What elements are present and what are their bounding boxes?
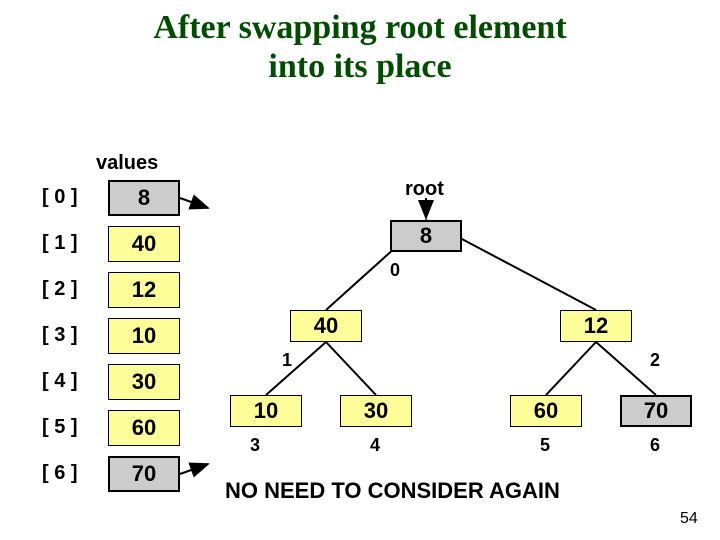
array-index: [ 5 ]	[42, 416, 78, 439]
tree-node: 10	[230, 395, 302, 427]
bottom-note: NO NEED TO CONSIDER AGAIN	[225, 478, 560, 504]
tree-node: 8	[390, 220, 462, 252]
tree-node: 30	[340, 395, 412, 427]
array-index: [ 1 ]	[42, 232, 78, 255]
slide-title: After swapping root element into its pla…	[0, 8, 720, 86]
tree-node: 70	[620, 395, 692, 427]
title-line-2: into its place	[268, 48, 451, 85]
array-index: [ 3 ]	[42, 324, 78, 347]
array-cell: 10	[108, 318, 180, 354]
array-cell: 40	[108, 226, 180, 262]
values-label: values	[96, 152, 158, 175]
slide-number: 54	[680, 510, 698, 528]
array-index: [ 2 ]	[42, 278, 78, 301]
tree-node-index: 4	[370, 435, 380, 456]
array-index: [ 4 ]	[42, 370, 78, 393]
tree-node: 40	[290, 310, 362, 342]
array-index: [ 0 ]	[42, 186, 78, 209]
root-label: root	[405, 178, 444, 201]
array-cell: 12	[108, 272, 180, 308]
array-cell: 60	[108, 410, 180, 446]
tree-node-index: 2	[650, 350, 660, 371]
tree-node-index: 5	[540, 435, 550, 456]
array-cell: 30	[108, 364, 180, 400]
array-cell: 70	[108, 456, 180, 492]
tree-node-index: 0	[390, 260, 400, 281]
title-line-1: After swapping root element	[153, 9, 566, 46]
tree-node-index: 1	[282, 350, 292, 371]
array-cell: 8	[108, 180, 180, 216]
tree-node: 12	[560, 310, 632, 342]
array-index: [ 6 ]	[42, 462, 78, 485]
tree-node-index: 3	[250, 435, 260, 456]
tree-node: 60	[510, 395, 582, 427]
tree-node-index: 6	[650, 435, 660, 456]
